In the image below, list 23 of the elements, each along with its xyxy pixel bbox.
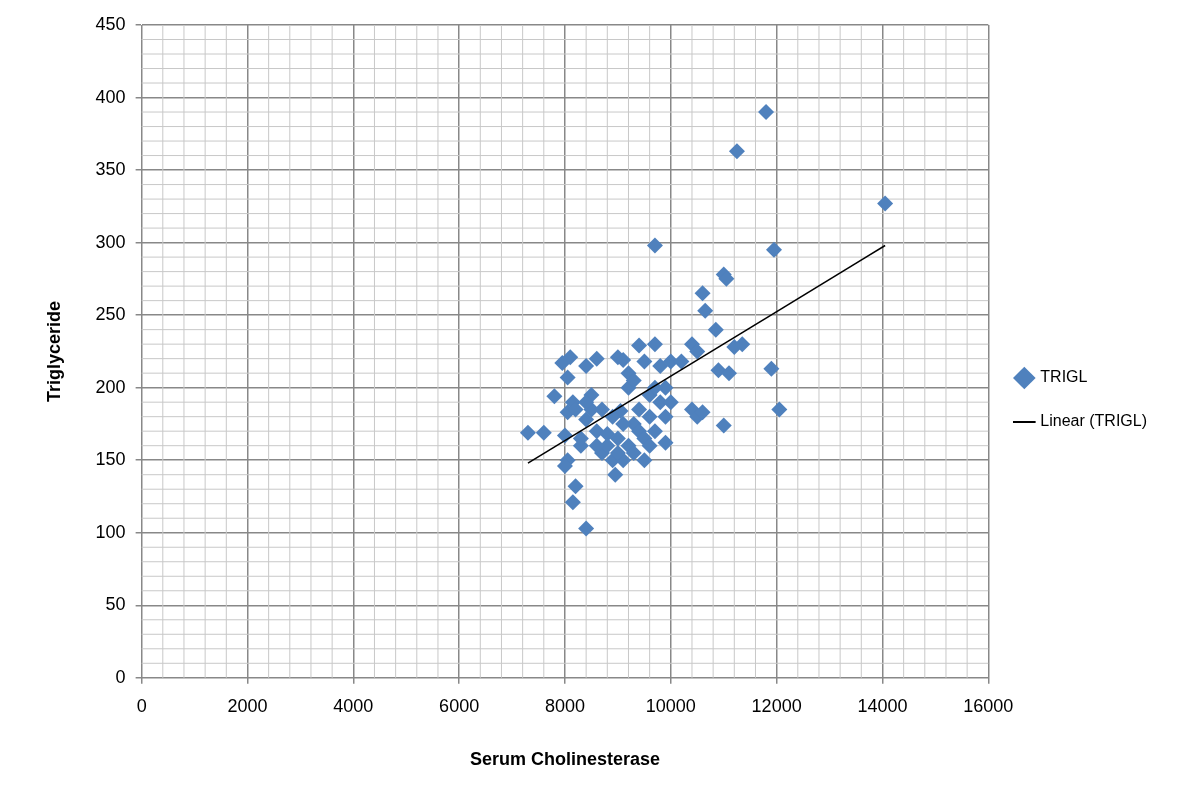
- y-tick-label: 450: [95, 13, 126, 34]
- y-tick-label: 250: [95, 304, 126, 325]
- y-tick-label: 350: [95, 159, 126, 180]
- y-tick-label: 150: [95, 449, 126, 470]
- y-tick-label: 300: [95, 231, 126, 252]
- x-tick-label: 8000: [544, 695, 585, 716]
- x-tick-label: 12000: [751, 695, 802, 716]
- legend-label: Linear (TRIGL): [1040, 412, 1148, 430]
- x-tick-label: 4000: [333, 695, 374, 716]
- x-axis-title: Serum Cholinesterase: [469, 749, 661, 770]
- y-tick-label: 400: [95, 86, 126, 107]
- y-tick-label: 200: [95, 376, 126, 397]
- x-tick-label: 14000: [857, 695, 908, 716]
- x-tick-label: 16000: [963, 695, 1014, 716]
- x-tick-label: 6000: [439, 695, 480, 716]
- y-tick-label: 100: [95, 521, 126, 542]
- y-tick-label: 50: [105, 594, 126, 615]
- y-tick-label: 0: [115, 666, 126, 687]
- x-tick-label: 10000: [645, 695, 696, 716]
- x-tick-label: 2000: [227, 695, 268, 716]
- legend-label: TRIGL: [1040, 368, 1088, 386]
- y-axis-title: Triglyceride: [43, 300, 64, 402]
- x-tick-label: 0: [136, 695, 147, 716]
